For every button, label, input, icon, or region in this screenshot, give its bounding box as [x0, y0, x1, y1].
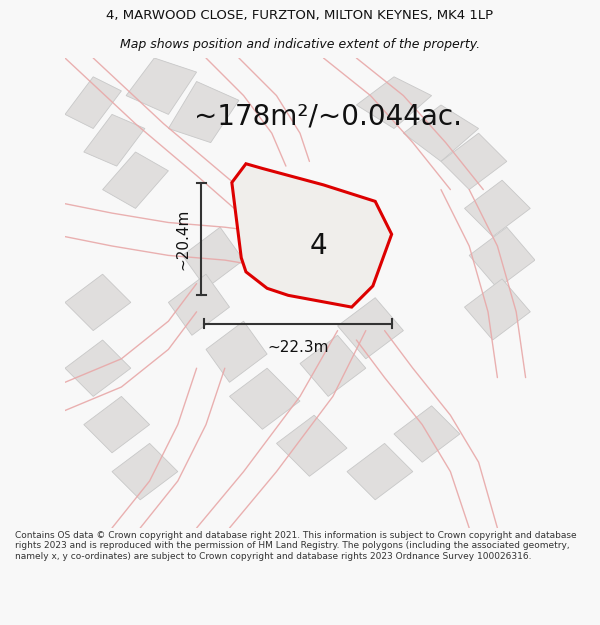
Polygon shape: [229, 368, 300, 429]
Text: ~22.3m: ~22.3m: [267, 341, 328, 356]
Polygon shape: [126, 58, 197, 114]
Text: 4, MARWOOD CLOSE, FURZTON, MILTON KEYNES, MK4 1LP: 4, MARWOOD CLOSE, FURZTON, MILTON KEYNES…: [106, 9, 494, 22]
Text: ~178m²/~0.044ac.: ~178m²/~0.044ac.: [194, 102, 462, 131]
Polygon shape: [403, 105, 479, 161]
Text: 4: 4: [310, 232, 328, 260]
Polygon shape: [84, 114, 145, 166]
Polygon shape: [356, 77, 431, 129]
Text: ~20.4m: ~20.4m: [175, 208, 190, 269]
Polygon shape: [347, 443, 413, 500]
Polygon shape: [394, 406, 460, 462]
Polygon shape: [84, 396, 149, 452]
Polygon shape: [103, 152, 169, 208]
Text: Contains OS data © Crown copyright and database right 2021. This information is : Contains OS data © Crown copyright and d…: [15, 531, 577, 561]
Polygon shape: [469, 228, 535, 288]
Polygon shape: [464, 279, 530, 340]
Polygon shape: [65, 340, 131, 396]
Polygon shape: [464, 180, 530, 237]
Polygon shape: [182, 228, 244, 288]
Polygon shape: [206, 321, 267, 382]
Polygon shape: [65, 77, 121, 129]
Polygon shape: [441, 133, 507, 189]
Polygon shape: [300, 335, 366, 396]
Polygon shape: [112, 443, 178, 500]
Polygon shape: [169, 274, 229, 335]
Polygon shape: [232, 164, 392, 307]
Text: Map shows position and indicative extent of the property.: Map shows position and indicative extent…: [120, 38, 480, 51]
Polygon shape: [169, 81, 239, 142]
Polygon shape: [338, 298, 403, 359]
Polygon shape: [277, 415, 347, 476]
Polygon shape: [65, 274, 131, 331]
